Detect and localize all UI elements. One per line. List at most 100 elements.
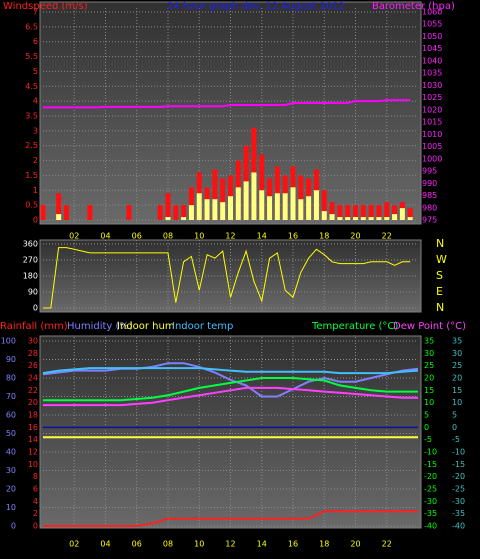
legend-entry: Temperature (°C)	[311, 321, 398, 332]
y-tick-label: 2.5	[25, 141, 38, 150]
y-tick-label: 20	[28, 398, 38, 407]
bar	[165, 217, 171, 220]
y-tick-label: 30	[6, 466, 16, 475]
y-tick-label: 20	[452, 374, 462, 383]
y-tick-label: 30	[424, 349, 434, 358]
y-tick-label: 90	[6, 355, 16, 364]
line	[43, 247, 411, 309]
legend-entry: Dew Point (°C)	[393, 321, 466, 332]
y-tick-label: -25	[424, 485, 437, 494]
bar	[251, 172, 257, 220]
y-tick-label: 990	[422, 179, 437, 188]
bar	[126, 205, 132, 220]
bar	[306, 196, 312, 220]
y-tick-label: -10	[452, 448, 465, 457]
y-tick-label: 10	[6, 503, 16, 512]
bar	[298, 199, 304, 220]
y-tick-label: -40	[452, 522, 465, 531]
y-tick-label: 1030	[422, 81, 442, 90]
y-tick-label: 8	[33, 472, 38, 481]
y-tick-label: 12	[28, 448, 38, 457]
legend-entry: Indoor temp	[172, 321, 233, 332]
y-tick-label: 4.5	[25, 82, 38, 91]
y-tick-label: 100	[1, 337, 16, 346]
y-tick-label: 3.5	[25, 112, 38, 121]
y-tick-label: -25	[452, 485, 465, 494]
y-tick-label: 1	[33, 186, 38, 195]
x-tick-label: 14	[257, 540, 267, 549]
line	[42, 367, 419, 375]
x-tick-label: 18	[319, 232, 329, 241]
y-tick-label: 1015	[422, 118, 442, 127]
y-tick-label: -10	[424, 448, 437, 457]
y-tick-label: 0	[33, 216, 38, 225]
line	[43, 99, 411, 109]
x-tick-label: 04	[100, 232, 110, 241]
y-tick-label: 90	[28, 288, 38, 297]
y-tick-label: 15	[424, 386, 434, 395]
bar	[345, 205, 351, 220]
legend-entry: Indoor hum	[117, 321, 175, 332]
y-tick-label: W	[436, 253, 447, 266]
x-tick-label: 10	[194, 232, 204, 241]
bar	[196, 193, 202, 220]
bar	[368, 217, 374, 220]
bar	[188, 187, 194, 220]
bar	[267, 196, 273, 220]
bar	[360, 217, 366, 220]
y-tick-label: 20	[424, 374, 434, 383]
y-tick-label: -35	[452, 509, 465, 518]
y-tick-label: 20	[6, 485, 16, 494]
y-tick-label: -30	[452, 497, 465, 506]
y-tick-label: 2	[33, 509, 38, 518]
y-tick-label: 35	[424, 337, 434, 346]
y-tick-label: 1045	[422, 44, 442, 53]
bar	[407, 217, 413, 220]
y-tick-label: 0	[452, 423, 457, 432]
bar	[376, 205, 382, 220]
bar	[56, 193, 62, 220]
x-tick-label: 02	[69, 232, 79, 241]
bar	[329, 214, 335, 220]
y-tick-label: 985	[422, 191, 437, 200]
bar	[259, 190, 265, 220]
y-tick-label: 6.5	[25, 22, 38, 31]
y-tick-label: -35	[424, 509, 437, 518]
y-tick-label: 1060	[422, 8, 442, 17]
y-tick-label: 18	[28, 411, 38, 420]
y-tick-label: S	[436, 269, 443, 282]
bar	[181, 205, 187, 220]
line	[42, 362, 419, 398]
bar	[56, 214, 62, 220]
y-tick-label: -15	[424, 460, 437, 469]
x-tick-label: 12	[225, 540, 235, 549]
y-tick-label: 30	[452, 349, 462, 358]
y-tick-label: 26	[28, 361, 38, 370]
bar	[212, 169, 218, 220]
bar	[360, 205, 366, 220]
y-tick-label: 70	[6, 392, 16, 401]
y-tick-label: 25	[452, 361, 462, 370]
bar	[243, 181, 249, 220]
bar	[212, 199, 218, 220]
legend-entry: Rainfall (mm)	[0, 321, 68, 332]
y-tick-label: N	[436, 301, 444, 314]
x-tick-label: 22	[382, 232, 392, 241]
y-tick-label: -20	[424, 472, 437, 481]
bar	[345, 217, 351, 220]
y-tick-label: 1020	[422, 105, 442, 114]
bar	[290, 187, 296, 220]
y-tick-label: 1005	[422, 142, 442, 151]
y-tick-label: 10	[452, 398, 462, 407]
y-tick-label: 80	[6, 374, 16, 383]
x-tick-label: 12	[225, 232, 235, 241]
y-tick-label: 0.5	[25, 201, 38, 210]
bar	[376, 217, 382, 220]
y-tick-label: 40	[6, 448, 16, 457]
y-tick-label: -20	[452, 472, 465, 481]
y-tick-label: 16	[28, 423, 38, 432]
bar	[220, 178, 226, 220]
bar	[392, 214, 398, 220]
y-tick-label: 5	[33, 67, 38, 76]
